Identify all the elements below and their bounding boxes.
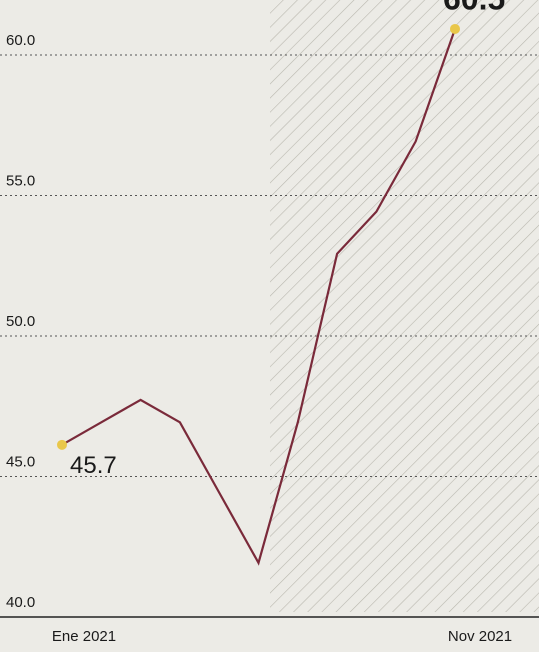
point bbox=[57, 439, 67, 450]
y-tick-label: 50.0 bbox=[6, 313, 35, 330]
data-label: 60.5 bbox=[443, 0, 505, 16]
point bbox=[450, 23, 460, 34]
y-tick-label: 45.0 bbox=[6, 453, 35, 470]
y-tick-label: 55.0 bbox=[6, 172, 35, 189]
data-label: 45.7 bbox=[70, 452, 117, 479]
y-tick-label: 40.0 bbox=[6, 594, 35, 611]
x-tick-label: Ene 2021 bbox=[52, 628, 116, 645]
x-tick-label: Nov 2021 bbox=[448, 628, 512, 645]
y-tick-label: 60.0 bbox=[6, 32, 35, 49]
hatch-area bbox=[270, 0, 539, 612]
line bbox=[61, 28, 457, 566]
